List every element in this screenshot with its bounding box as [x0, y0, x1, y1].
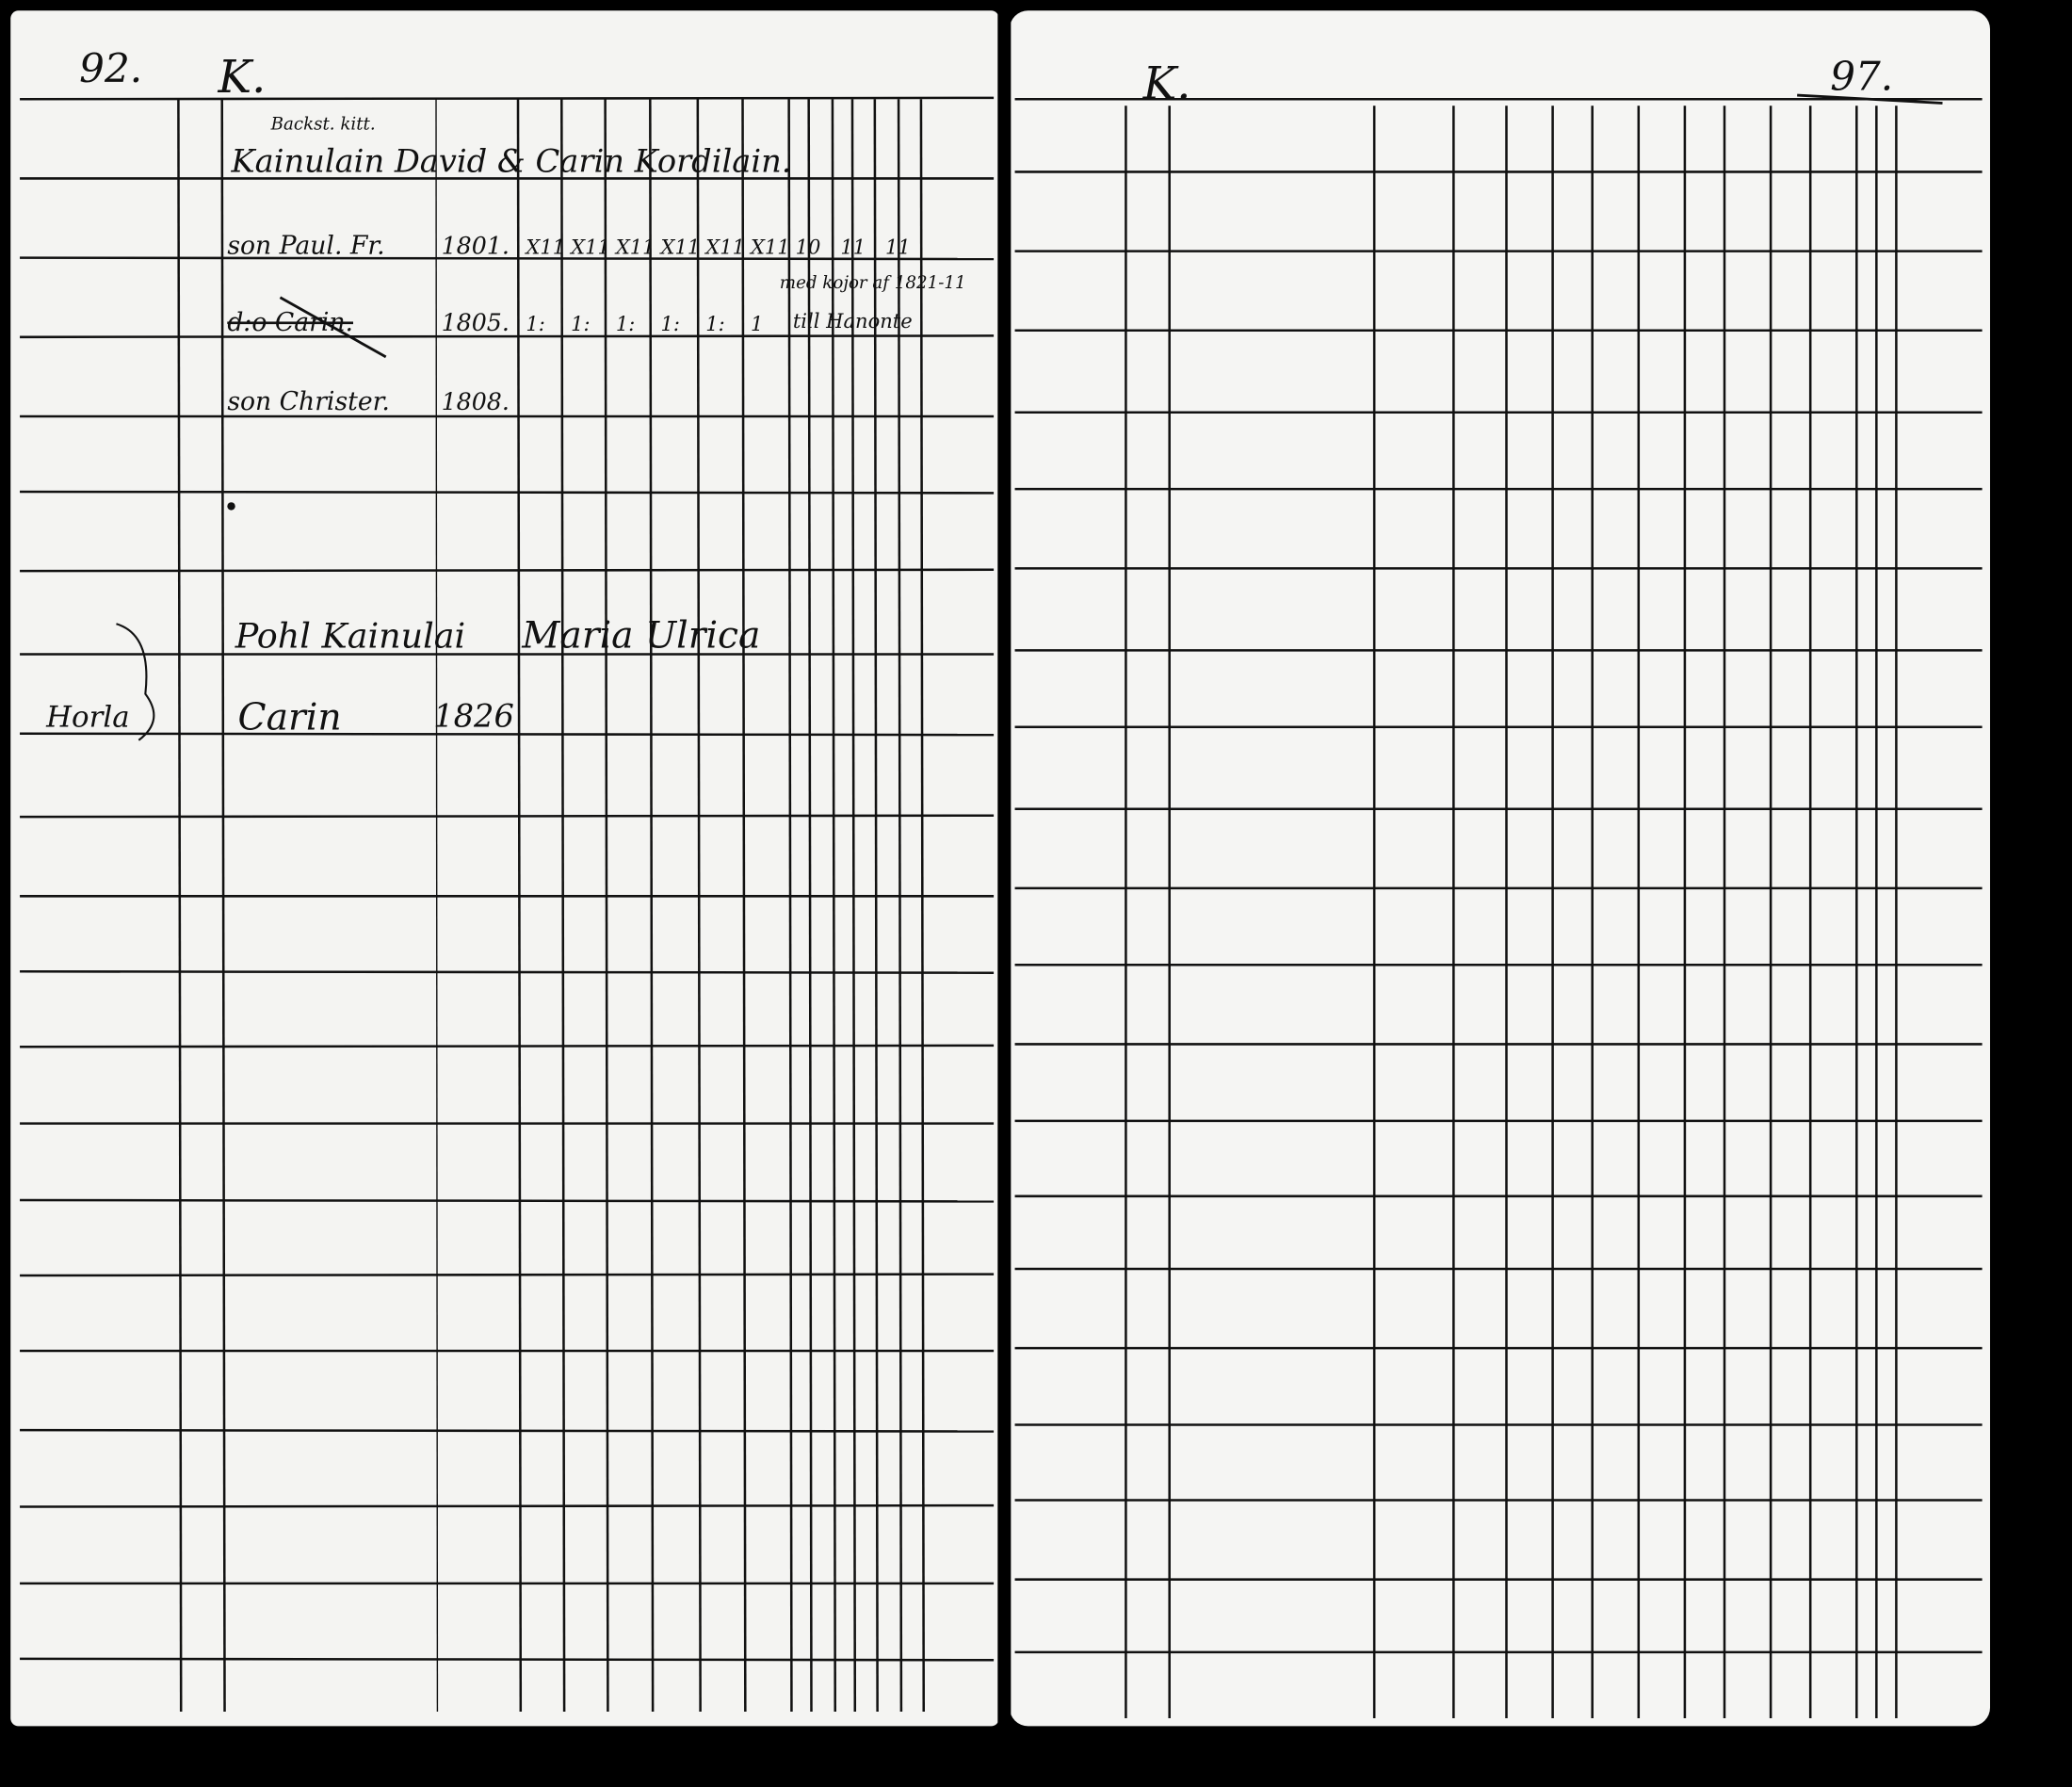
- entry-year: 1826: [433, 698, 514, 735]
- year-mark: 11: [885, 235, 911, 258]
- year-mark: 10: [796, 235, 821, 258]
- ruled-line: [20, 1657, 995, 1662]
- entry-note: Backst. kitt.: [270, 115, 376, 135]
- entry-year: 1801.: [442, 232, 510, 259]
- right-page: [1009, 10, 1991, 1727]
- page-number-right: 97.: [1830, 53, 1893, 99]
- ruled-line: [20, 1044, 995, 1048]
- ruled-line: [20, 732, 995, 737]
- ruled-line: [20, 568, 995, 573]
- year-mark: X11: [749, 235, 790, 258]
- column-line: [516, 99, 523, 1712]
- entry-name: son Christer.: [227, 387, 390, 416]
- column-line: [873, 99, 879, 1712]
- ruled-line: [20, 490, 995, 495]
- ruled-line: [20, 334, 995, 339]
- entry-annotation: med kojor af 1821-11: [780, 273, 966, 293]
- year-mark: X11: [569, 235, 610, 258]
- column-line: [696, 99, 702, 1712]
- page-number-left: 92.: [79, 45, 142, 91]
- ruled-line: [20, 256, 995, 261]
- year-mark: 1:: [661, 312, 680, 335]
- year-mark: X11: [524, 235, 565, 258]
- page-letter-left: K.: [218, 52, 267, 104]
- column-line: [831, 99, 836, 1712]
- year-mark: 1:: [571, 312, 590, 335]
- year-mark: 1:: [705, 312, 724, 335]
- column-line: [787, 99, 793, 1712]
- left-page-text: 92. K. Backst. kitt. Kainulain David & C…: [45, 45, 966, 741]
- ruled-line: [20, 814, 995, 819]
- year-mark: X11: [614, 235, 656, 258]
- right-page-text: K. 97.: [1142, 53, 1943, 110]
- year-mark: 1:: [526, 312, 544, 335]
- entry-name: Carin: [238, 697, 342, 739]
- entry-annotation: till Hanonte: [793, 309, 913, 333]
- year-mark: 1: [751, 312, 763, 335]
- column-line: [807, 99, 813, 1712]
- page-letter-right: K.: [1142, 58, 1191, 110]
- ruled-line: [20, 970, 995, 974]
- entry-year: 1805.: [442, 309, 510, 336]
- ruled-line: [20, 1428, 995, 1433]
- margin-note: Horla: [45, 701, 130, 735]
- column-line: [741, 99, 747, 1712]
- entry-year: 1808.: [442, 388, 510, 415]
- ruled-line: [20, 1503, 995, 1508]
- year-mark: 1:: [616, 312, 635, 335]
- column-line: [897, 99, 903, 1712]
- year-mark: X11: [659, 235, 701, 258]
- entry-name: son Paul. Fr.: [227, 231, 384, 260]
- year-mark: 11: [840, 235, 866, 258]
- column-line: [604, 99, 609, 1712]
- column-line: [560, 99, 566, 1712]
- left-page: [10, 10, 999, 1727]
- entry-household-head: Pohl Kainulai: [235, 616, 465, 657]
- year-mark: X11: [704, 235, 745, 258]
- entry-name: d:o Carin.: [227, 308, 353, 337]
- column-line: [919, 99, 926, 1712]
- column-line: [177, 99, 183, 1712]
- column-line: [649, 99, 655, 1712]
- column-line: [850, 99, 857, 1712]
- ruled-line: [20, 96, 995, 101]
- column-line: [435, 99, 439, 1712]
- ruled-line: [20, 1198, 995, 1203]
- column-line: [220, 99, 226, 1712]
- entry-household-head: Kainulain David & Carin Kordilain.: [231, 142, 792, 179]
- binding-gutter: [997, 0, 1012, 1732]
- entry-spouse: Maria Ulrica: [521, 615, 760, 658]
